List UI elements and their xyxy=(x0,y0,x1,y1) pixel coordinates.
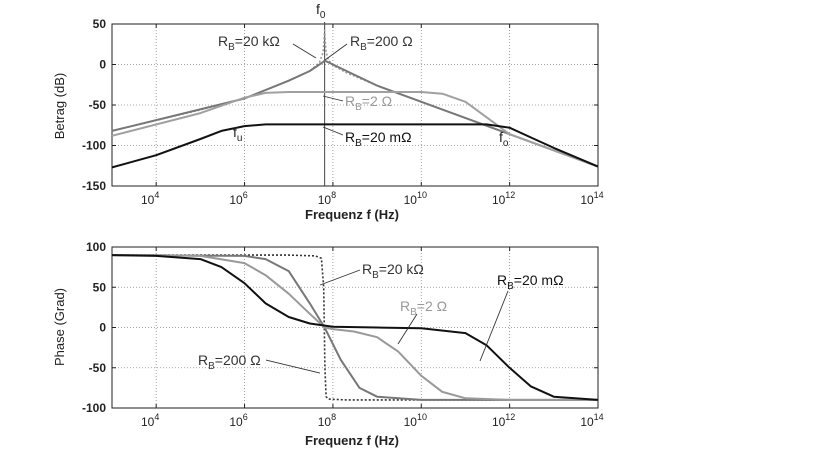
series-line xyxy=(111,123,599,169)
annotation-pointer xyxy=(322,126,344,136)
y-tick-label: -100 xyxy=(82,139,106,153)
x-tick-label: 108 xyxy=(318,190,336,207)
annotation-label: RB=20 mΩ xyxy=(497,272,564,292)
annotation-label: RB=20 mΩ xyxy=(345,129,412,149)
phase-ylabel: Phase (Grad) xyxy=(52,288,67,366)
y-tick-label: -100 xyxy=(82,401,106,415)
phase-panel: Phase (Grad) Frequenz f (Hz) -100 -50 0 50 1… xyxy=(52,240,604,448)
annotation-pointer xyxy=(322,95,344,102)
annotation-pointer xyxy=(397,313,418,345)
annotation-label: RB=2 Ω xyxy=(345,93,392,113)
annotation-pointer xyxy=(292,43,317,59)
x-tick-label: 1014 xyxy=(580,412,603,429)
annotation-label: fu xyxy=(233,124,242,144)
annotation-label: f0 xyxy=(316,1,326,21)
y-tick-label: -150 xyxy=(82,179,106,193)
annotation-label: RB=20 kΩ xyxy=(218,33,280,53)
series-line xyxy=(111,59,599,168)
x-tick-label: 1012 xyxy=(492,190,515,207)
magnitude-xlabel: Frequenz f (Hz) xyxy=(305,207,399,222)
x-tick-label: 106 xyxy=(229,190,247,207)
series-line xyxy=(112,254,598,401)
y-tick-label: 0 xyxy=(99,58,106,72)
y-tick-label: 50 xyxy=(93,17,107,31)
series-line xyxy=(112,254,598,401)
annotation-label: RB=200 Ω xyxy=(198,352,261,372)
x-tick-label: 104 xyxy=(141,412,159,429)
magnitude-panel: Betrag (dB) Frequenz f (Hz) -150 -100 -50 0… xyxy=(52,1,604,222)
y-tick-label: -50 xyxy=(89,361,107,375)
annotation-label: fo xyxy=(499,129,509,149)
annotation-pointer xyxy=(479,290,509,362)
annotation-pointer xyxy=(265,359,321,374)
annotation-label: RB=200 Ω xyxy=(350,33,413,53)
y-tick-label: 100 xyxy=(86,240,106,254)
x-tick-label: 108 xyxy=(318,412,336,429)
magnitude-ylabel: Betrag (dB) xyxy=(52,73,67,139)
annotation-pointer xyxy=(324,43,348,61)
x-tick-label: 1014 xyxy=(580,190,603,207)
series-line xyxy=(111,91,599,168)
phase-xlabel: Frequenz f (Hz) xyxy=(305,433,399,448)
x-tick-label: 1010 xyxy=(404,412,427,429)
x-tick-label: 1010 xyxy=(404,190,427,207)
annotation-label: RB=20 kΩ xyxy=(362,261,424,281)
annotation-pointer xyxy=(319,269,361,286)
y-tick-label: 50 xyxy=(93,280,107,294)
x-tick-label: 1012 xyxy=(492,412,515,429)
series-line xyxy=(111,254,599,401)
x-tick-label: 104 xyxy=(141,190,159,207)
y-tick-label: -50 xyxy=(89,98,107,112)
annotation-label: RB=2 Ω xyxy=(400,298,447,318)
x-tick-label: 106 xyxy=(229,412,247,429)
y-tick-label: 0 xyxy=(99,321,106,335)
